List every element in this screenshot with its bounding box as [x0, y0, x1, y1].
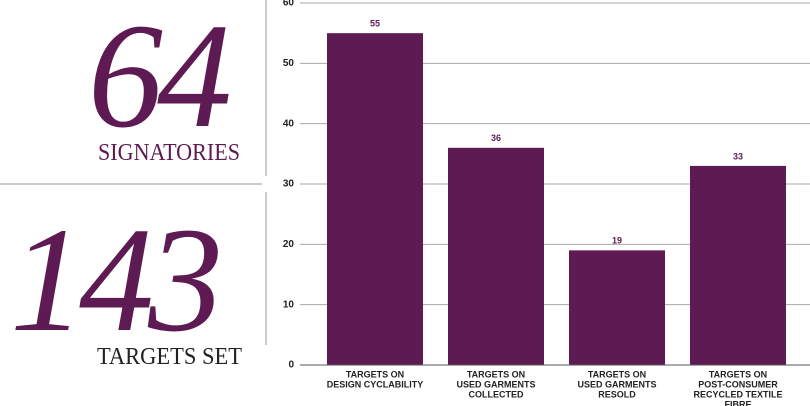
- y-tick-label: 40: [283, 118, 295, 129]
- stat-value: 64: [88, 0, 229, 159]
- y-tick-label: 20: [283, 239, 295, 250]
- x-tick-label: COLLECTED: [469, 389, 524, 399]
- x-tick-label: TARGETS ON: [346, 369, 404, 379]
- x-tick-label: TARGETS ON: [709, 369, 767, 379]
- y-tick-label: 50: [283, 58, 295, 69]
- bar: [569, 250, 665, 365]
- value-label: 19: [612, 236, 622, 246]
- x-tick-label: DESIGN CYCLABILITY: [327, 379, 424, 389]
- x-tick-label: POST-CONSUMER: [698, 379, 778, 389]
- y-tick-label: 10: [283, 299, 295, 310]
- x-tick-label: TARGETS ON: [588, 369, 646, 379]
- value-label: 33: [733, 151, 743, 161]
- stat-label: SIGNATORIES: [98, 140, 240, 166]
- stat-value: 143: [10, 197, 218, 363]
- y-tick-label: 60: [283, 0, 295, 9]
- y-tick-label: 0: [288, 360, 294, 371]
- x-tick-label: USED GARMENTS: [456, 379, 535, 389]
- y-tick-label: 30: [283, 179, 295, 190]
- x-tick-label: RECYCLED TEXTILE: [693, 389, 782, 399]
- bar: [690, 165, 786, 365]
- bar: [327, 33, 423, 366]
- value-label: 36: [491, 133, 501, 143]
- x-tick-label: FIBRE: [725, 399, 752, 406]
- x-tick-label: USED GARMENTS: [577, 379, 656, 389]
- bar: [448, 147, 544, 365]
- x-tick-label: RESOLD: [598, 389, 636, 399]
- value-label: 55: [370, 19, 380, 29]
- stat-label: TARGETS SET: [97, 344, 242, 370]
- x-tick-label: TARGETS ON: [467, 369, 525, 379]
